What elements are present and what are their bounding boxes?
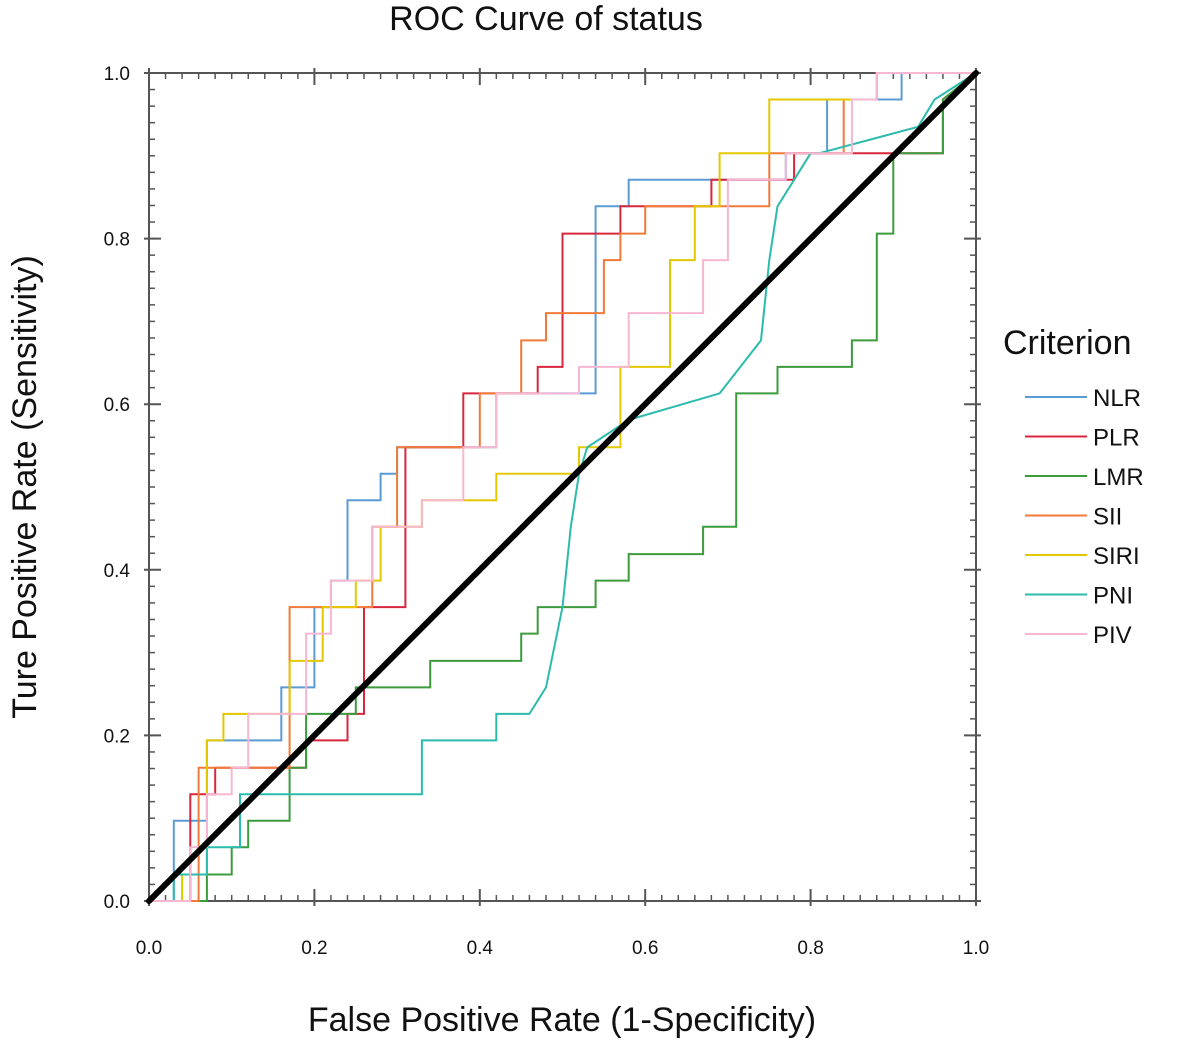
legend-label-plr: PLR: [1093, 425, 1140, 452]
x-tick-label: 0.0: [136, 938, 162, 959]
y-tick-label: 0.4: [104, 561, 131, 582]
legend-label-sii: SII: [1093, 504, 1122, 531]
plot-area: [144, 68, 981, 906]
reference-diagonal-line: [146, 70, 979, 904]
legend-label-piv: PIV: [1093, 622, 1132, 649]
legend-title: Criterion: [1003, 324, 1131, 362]
series-layer: [149, 72, 977, 902]
y-tick-label: 1.0: [104, 64, 130, 85]
legend: Criterion NLR PLR LMR SII SIRI PNI PIV: [1003, 324, 1144, 649]
y-tick-label: 0.0: [104, 892, 130, 913]
y-tick-label: 0.6: [104, 395, 130, 416]
x-tick-label: 1.0: [963, 938, 989, 959]
x-axis-label: False Positive Rate (1-Specificity): [308, 1001, 816, 1039]
legend-label-pni: PNI: [1093, 583, 1133, 610]
y-tick-label: 0.2: [104, 726, 130, 747]
chart-title: ROC Curve of status: [389, 0, 703, 38]
legend-label-lmr: LMR: [1093, 464, 1144, 491]
legend-items: NLR PLR LMR SII SIRI PNI PIV: [1025, 385, 1144, 649]
x-tick-labels: 0.0 0.2 0.4 0.6 0.8 1.0: [136, 938, 989, 959]
legend-label-siri: SIRI: [1093, 543, 1140, 570]
series-line-piv: [149, 72, 976, 902]
x-tick-label: 0.6: [632, 938, 658, 959]
minor-ticks: [148, 72, 977, 902]
y-tick-label: 0.8: [104, 230, 130, 251]
legend-label-nlr: NLR: [1093, 385, 1141, 412]
y-tick-labels: 0.0 0.2 0.4 0.6 0.8 1.0: [104, 64, 131, 913]
x-tick-label: 0.8: [797, 938, 823, 959]
x-tick-label: 0.4: [467, 938, 494, 959]
series-line-siri: [149, 72, 976, 902]
series-line-lmr: [149, 72, 977, 902]
y-axis-label: Ture Positive Rate (Sensitivity): [6, 255, 44, 719]
x-tick-label: 0.2: [301, 938, 327, 959]
series-line-pni: [149, 72, 977, 902]
